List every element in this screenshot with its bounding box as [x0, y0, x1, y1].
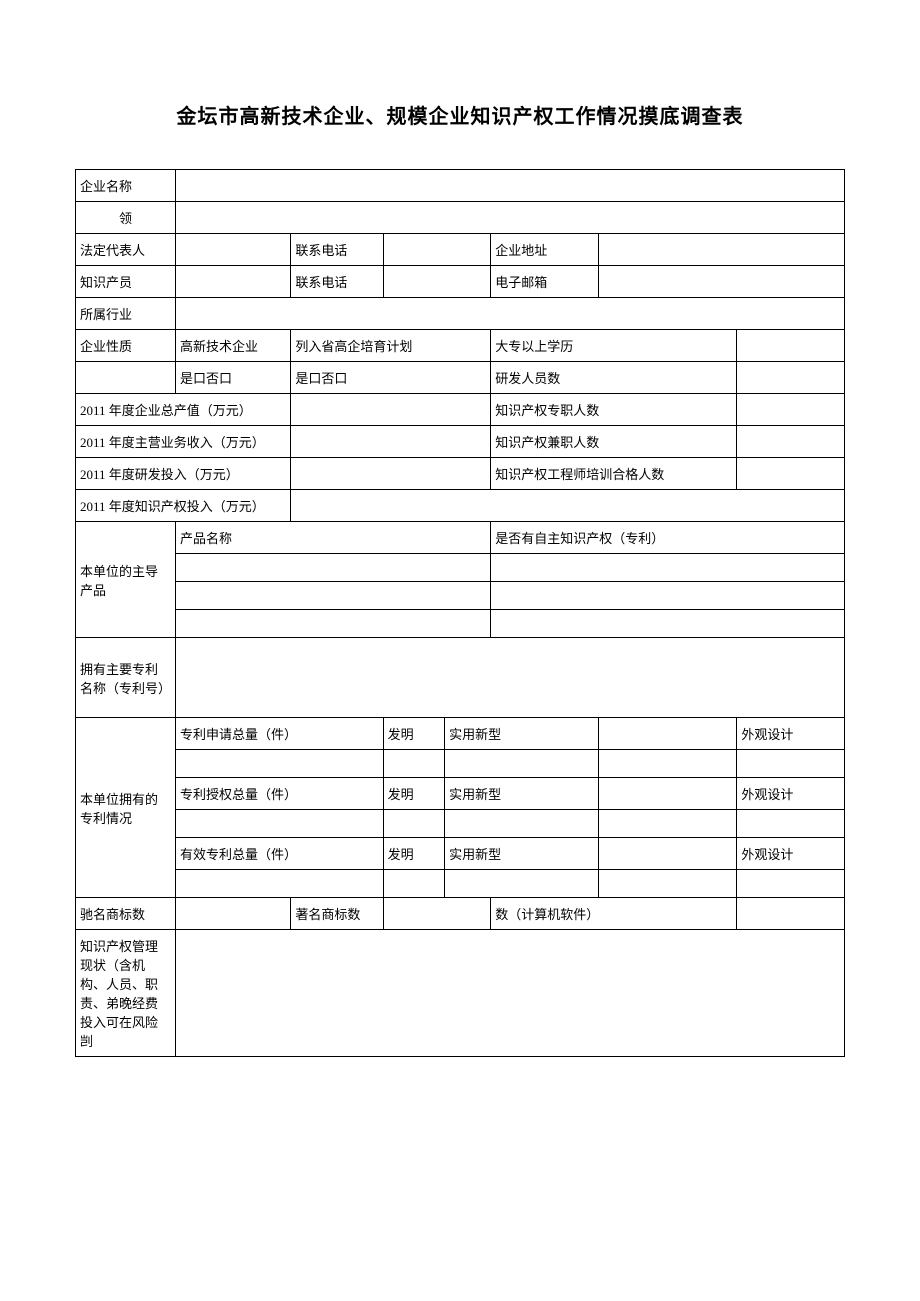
field-main-patent [175, 638, 844, 718]
field-design-3 [737, 870, 845, 898]
label-ip-engineer: 知识产权工程师培训合格人数 [491, 458, 737, 490]
field-nature [76, 362, 176, 394]
field-ip-fulltime [737, 394, 845, 426]
field-rd-invest [291, 458, 491, 490]
field-utility-2b [598, 778, 736, 810]
field-patent-valid [175, 870, 383, 898]
field-email [598, 266, 844, 298]
label-ip-mgmt: 知识产权管理现状（含机构、人员、职责、弟晚经费投入可在风险剀 [76, 930, 176, 1057]
label-total-output: 2011 年度企业总产值（万元） [76, 394, 291, 426]
field-ip-parttime [737, 426, 845, 458]
field-utility-1 [445, 750, 599, 778]
field-has-ip-2 [491, 582, 845, 610]
field-utility-2c [598, 810, 736, 838]
field-utility-3b [598, 838, 736, 870]
label-sr-degree: 大专以上学历 [491, 330, 737, 362]
field-high-tech: 是口否口 [175, 362, 290, 394]
label-ip-staff: 知识产员 [76, 266, 176, 298]
field-product-name-1 [175, 554, 490, 582]
label-ip-parttime: 知识产权兼职人数 [491, 426, 737, 458]
label-famous-tm: 驰名商标数 [76, 898, 176, 930]
label-email: 电子邮箱 [491, 266, 599, 298]
field-product-name-3 [175, 610, 490, 638]
field-software [737, 898, 845, 930]
label-phone2: 联系电话 [291, 266, 383, 298]
field-ip-invest [291, 490, 845, 522]
field-sr-degree [737, 330, 845, 362]
label-leader: 领 [76, 202, 176, 234]
page-title: 金坛市高新技术企业、规模企业知识产权工作情况摸底调查表 [75, 100, 845, 129]
field-industry [175, 298, 844, 330]
field-product-name-2 [175, 582, 490, 610]
field-has-ip-1 [491, 554, 845, 582]
label-industry: 所属行业 [76, 298, 176, 330]
field-famous-tm [175, 898, 290, 930]
label-design-3: 外观设计 [737, 838, 845, 870]
label-patent-status: 本单位拥有的专利情况 [76, 718, 176, 898]
field-main-revenue [291, 426, 491, 458]
label-prov-plan: 列入省高企培育计划 [291, 330, 491, 362]
field-ip-mgmt [175, 930, 844, 1057]
field-patent-grant [175, 810, 383, 838]
field-utility-1b [598, 718, 736, 750]
label-has-own-ip: 是否有自主知识产权（专利） [491, 522, 845, 554]
field-ip-staff [175, 266, 290, 298]
field-design-1 [737, 750, 845, 778]
field-utility-1c [598, 750, 736, 778]
label-known-tm: 著名商标数 [291, 898, 383, 930]
field-has-ip-3 [491, 610, 845, 638]
label-main-patent: 拥有主要专利名称（专利号） [76, 638, 176, 718]
label-utility-1: 实用新型 [445, 718, 599, 750]
field-leader [175, 202, 844, 234]
field-patent-apply [175, 750, 383, 778]
label-company-name: 企业名称 [76, 170, 176, 202]
label-patent-grant: 专利授权总量（件） [175, 778, 383, 810]
field-company-name [175, 170, 844, 202]
label-main-revenue: 2011 年度主营业务收入（万元） [76, 426, 291, 458]
label-ip-invest: 2011 年度知识产权投入（万元） [76, 490, 291, 522]
field-addr [598, 234, 844, 266]
field-utility-3 [445, 870, 599, 898]
field-legal-rep [175, 234, 290, 266]
field-utility-3c [598, 870, 736, 898]
label-main-product: 本单位的主导产品 [76, 522, 176, 638]
field-invention-1 [383, 750, 445, 778]
field-invention-2 [383, 810, 445, 838]
field-total-output [291, 394, 491, 426]
label-ip-fulltime: 知识产权专职人数 [491, 394, 737, 426]
label-utility-2: 实用新型 [445, 778, 599, 810]
field-known-tm [383, 898, 491, 930]
label-design-1: 外观设计 [737, 718, 845, 750]
label-rd-invest: 2011 年度研发投入（万元） [76, 458, 291, 490]
label-product-name: 产品名称 [175, 522, 490, 554]
field-invention-3 [383, 870, 445, 898]
field-prov-plan: 是口否口 [291, 362, 491, 394]
label-design-2: 外观设计 [737, 778, 845, 810]
label-software: 数（计算机软件） [491, 898, 737, 930]
label-patent-apply: 专利申请总量（件） [175, 718, 383, 750]
field-phone2 [383, 266, 491, 298]
label-addr: 企业地址 [491, 234, 599, 266]
label-utility-3: 实用新型 [445, 838, 599, 870]
survey-table: 企业名称 领 法定代表人 联系电话 企业地址 知识产员 联系电话 电子邮箱 所属… [75, 169, 845, 1057]
field-ip-engineer [737, 458, 845, 490]
label-high-tech: 高新技术企业 [175, 330, 290, 362]
label-patent-valid: 有效专利总量（件） [175, 838, 383, 870]
label-legal-rep: 法定代表人 [76, 234, 176, 266]
label-phone1: 联系电话 [291, 234, 383, 266]
field-phone1 [383, 234, 491, 266]
label-invention-2: 发明 [383, 778, 445, 810]
label-invention-3: 发明 [383, 838, 445, 870]
label-invention-1: 发明 [383, 718, 445, 750]
label-nature: 企业性质 [76, 330, 176, 362]
field-design-2 [737, 810, 845, 838]
field-utility-2 [445, 810, 599, 838]
field-rd-staff [737, 362, 845, 394]
label-rd-staff: 研发人员数 [491, 362, 737, 394]
